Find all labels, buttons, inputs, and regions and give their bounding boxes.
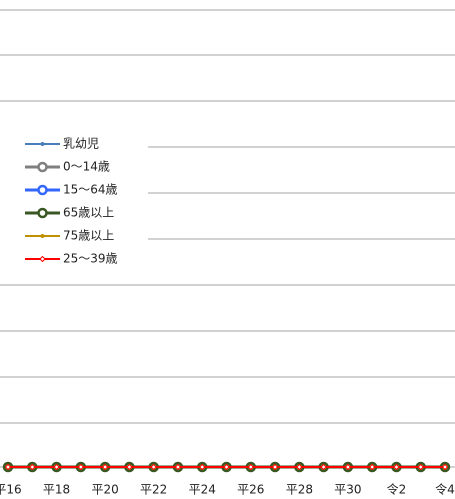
x-tick-label: 平24 bbox=[189, 483, 216, 497]
marker bbox=[150, 463, 157, 471]
x-tick-label: 平26 bbox=[237, 483, 264, 497]
marker bbox=[271, 463, 279, 471]
marker bbox=[417, 463, 424, 471]
legend-label: 75歳以上 bbox=[63, 229, 114, 243]
legend-label: 0～14歳 bbox=[63, 160, 110, 174]
legend-label: 25～39歳 bbox=[63, 252, 118, 266]
legend-label: 65歳以上 bbox=[63, 206, 114, 220]
x-tick-label: 平28 bbox=[286, 483, 313, 497]
marker bbox=[4, 463, 12, 471]
legend-marker bbox=[40, 234, 45, 238]
legend-marker bbox=[37, 207, 48, 219]
marker bbox=[126, 463, 133, 471]
marker bbox=[77, 463, 85, 471]
legend-marker bbox=[37, 207, 48, 219]
x-tick-label: 令2 bbox=[387, 482, 407, 497]
marker bbox=[101, 463, 109, 471]
marker bbox=[53, 463, 60, 471]
x-tick-label: 平16 bbox=[0, 483, 22, 497]
legend-marker bbox=[37, 161, 48, 173]
legend-marker bbox=[40, 142, 45, 146]
marker bbox=[368, 463, 376, 471]
marker bbox=[441, 463, 449, 471]
x-tick-label: 平18 bbox=[43, 483, 70, 497]
x-tick-label: 令4 bbox=[435, 482, 455, 497]
marker bbox=[199, 463, 206, 471]
legend-marker bbox=[40, 142, 45, 146]
legend-label: 乳幼児 bbox=[63, 137, 99, 151]
legend-marker bbox=[37, 184, 48, 196]
x-tick-label: 平30 bbox=[334, 483, 361, 497]
marker bbox=[29, 463, 36, 471]
marker bbox=[247, 463, 254, 471]
legend-marker bbox=[37, 161, 48, 173]
x-tick-label: 平22 bbox=[140, 483, 167, 497]
marker bbox=[344, 463, 352, 471]
legend-marker bbox=[39, 255, 46, 263]
legend-marker bbox=[37, 184, 48, 196]
legend-label: 15～64歳 bbox=[63, 183, 118, 197]
marker bbox=[223, 463, 230, 471]
legend-marker bbox=[40, 234, 45, 238]
legend: 乳幼児 0～14歳 15～64歳 65歳以上 75歳以上 25～39歳 bbox=[0, 132, 148, 268]
marker bbox=[174, 463, 182, 471]
marker bbox=[393, 463, 400, 471]
marker bbox=[320, 463, 327, 471]
legend-marker bbox=[39, 255, 46, 263]
x-tick-label: 平20 bbox=[91, 483, 118, 497]
legend-box bbox=[0, 132, 148, 268]
marker bbox=[296, 463, 303, 471]
